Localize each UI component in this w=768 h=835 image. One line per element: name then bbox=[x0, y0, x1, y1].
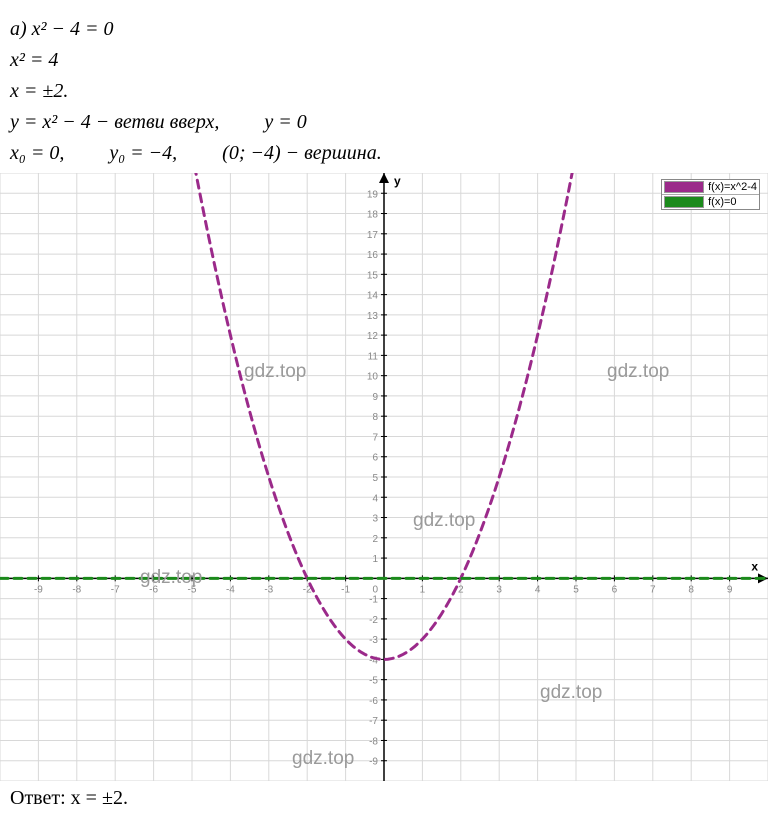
legend-swatch bbox=[664, 196, 704, 208]
svg-text:3: 3 bbox=[372, 514, 378, 525]
svg-text:1: 1 bbox=[372, 554, 378, 565]
svg-text:5: 5 bbox=[372, 473, 378, 484]
svg-text:-2: -2 bbox=[369, 615, 378, 626]
math-line-4: y = x² − 4 − ветви вверх, y = 0 bbox=[10, 111, 758, 134]
math-line-2: x² = 4 bbox=[10, 49, 758, 72]
math-line-1: а) x² − 4 = 0 bbox=[10, 18, 758, 41]
svg-text:16: 16 bbox=[367, 250, 379, 261]
svg-text:y: y bbox=[394, 174, 401, 188]
chart-canvas: -9-8-7-6-5-4-3-2-1123456789-9-8-7-6-5-4-… bbox=[0, 173, 768, 781]
svg-text:-5: -5 bbox=[369, 676, 378, 687]
svg-text:17: 17 bbox=[367, 230, 379, 241]
math-workings: а) x² − 4 = 0 x² = 4 x = ±2. y = x² − 4 … bbox=[0, 0, 768, 165]
math-line-5c: (0; −4) − вершина. bbox=[222, 142, 382, 165]
math-line-3: x = ±2. bbox=[10, 80, 758, 103]
svg-text:2: 2 bbox=[458, 584, 464, 595]
svg-text:9: 9 bbox=[727, 584, 733, 595]
svg-text:4: 4 bbox=[535, 584, 541, 595]
math-line-5: x₀ = 0, y₀ = −4, (0; −4) − вершина. bbox=[10, 142, 758, 165]
svg-text:0: 0 bbox=[372, 584, 378, 595]
svg-text:1: 1 bbox=[420, 584, 426, 595]
svg-text:-7: -7 bbox=[369, 716, 378, 727]
svg-text:-5: -5 bbox=[188, 584, 197, 595]
answer-line: Ответ: x = ±2. bbox=[0, 781, 768, 820]
svg-text:-3: -3 bbox=[264, 584, 273, 595]
svg-text:10: 10 bbox=[367, 372, 379, 383]
math-line-5b: y₀ = −4, bbox=[109, 142, 177, 165]
legend-row: f(x)=0 bbox=[662, 195, 759, 209]
svg-text:7: 7 bbox=[650, 584, 656, 595]
legend-row: f(x)=x^2-4 bbox=[662, 180, 759, 195]
svg-text:2: 2 bbox=[372, 534, 378, 545]
svg-text:11: 11 bbox=[368, 351, 379, 362]
math-line-4b: y = 0 bbox=[264, 111, 306, 134]
svg-text:-1: -1 bbox=[341, 584, 350, 595]
svg-text:15: 15 bbox=[367, 270, 379, 281]
chart-container: -9-8-7-6-5-4-3-2-1123456789-9-8-7-6-5-4-… bbox=[0, 173, 768, 781]
svg-text:-9: -9 bbox=[34, 584, 43, 595]
legend-label: f(x)=0 bbox=[708, 196, 736, 208]
math-line-4a: y = x² − 4 − ветви вверх, bbox=[10, 111, 219, 134]
svg-text:-8: -8 bbox=[369, 736, 378, 747]
svg-text:19: 19 bbox=[367, 189, 379, 200]
svg-text:-7: -7 bbox=[111, 584, 120, 595]
svg-text:-6: -6 bbox=[369, 696, 378, 707]
svg-text:12: 12 bbox=[367, 331, 379, 342]
svg-text:6: 6 bbox=[612, 584, 618, 595]
chart-legend: f(x)=x^2-4 f(x)=0 bbox=[661, 179, 760, 210]
svg-text:3: 3 bbox=[496, 584, 502, 595]
svg-text:-4: -4 bbox=[226, 584, 235, 595]
math-line-5a: x₀ = 0, bbox=[10, 142, 64, 165]
svg-text:8: 8 bbox=[372, 412, 378, 423]
svg-text:-9: -9 bbox=[369, 757, 378, 768]
legend-label: f(x)=x^2-4 bbox=[708, 181, 757, 193]
svg-text:4: 4 bbox=[372, 493, 378, 504]
svg-text:5: 5 bbox=[573, 584, 579, 595]
svg-text:-3: -3 bbox=[369, 635, 378, 646]
svg-text:6: 6 bbox=[372, 453, 378, 464]
svg-text:18: 18 bbox=[367, 210, 379, 221]
svg-text:13: 13 bbox=[367, 311, 379, 322]
svg-text:x: x bbox=[751, 559, 758, 573]
svg-text:8: 8 bbox=[688, 584, 694, 595]
svg-text:-6: -6 bbox=[149, 584, 158, 595]
svg-text:7: 7 bbox=[372, 432, 378, 443]
svg-text:-1: -1 bbox=[369, 595, 378, 606]
legend-swatch bbox=[664, 181, 704, 193]
svg-text:14: 14 bbox=[367, 291, 379, 302]
svg-text:9: 9 bbox=[372, 392, 378, 403]
svg-text:-8: -8 bbox=[72, 584, 81, 595]
